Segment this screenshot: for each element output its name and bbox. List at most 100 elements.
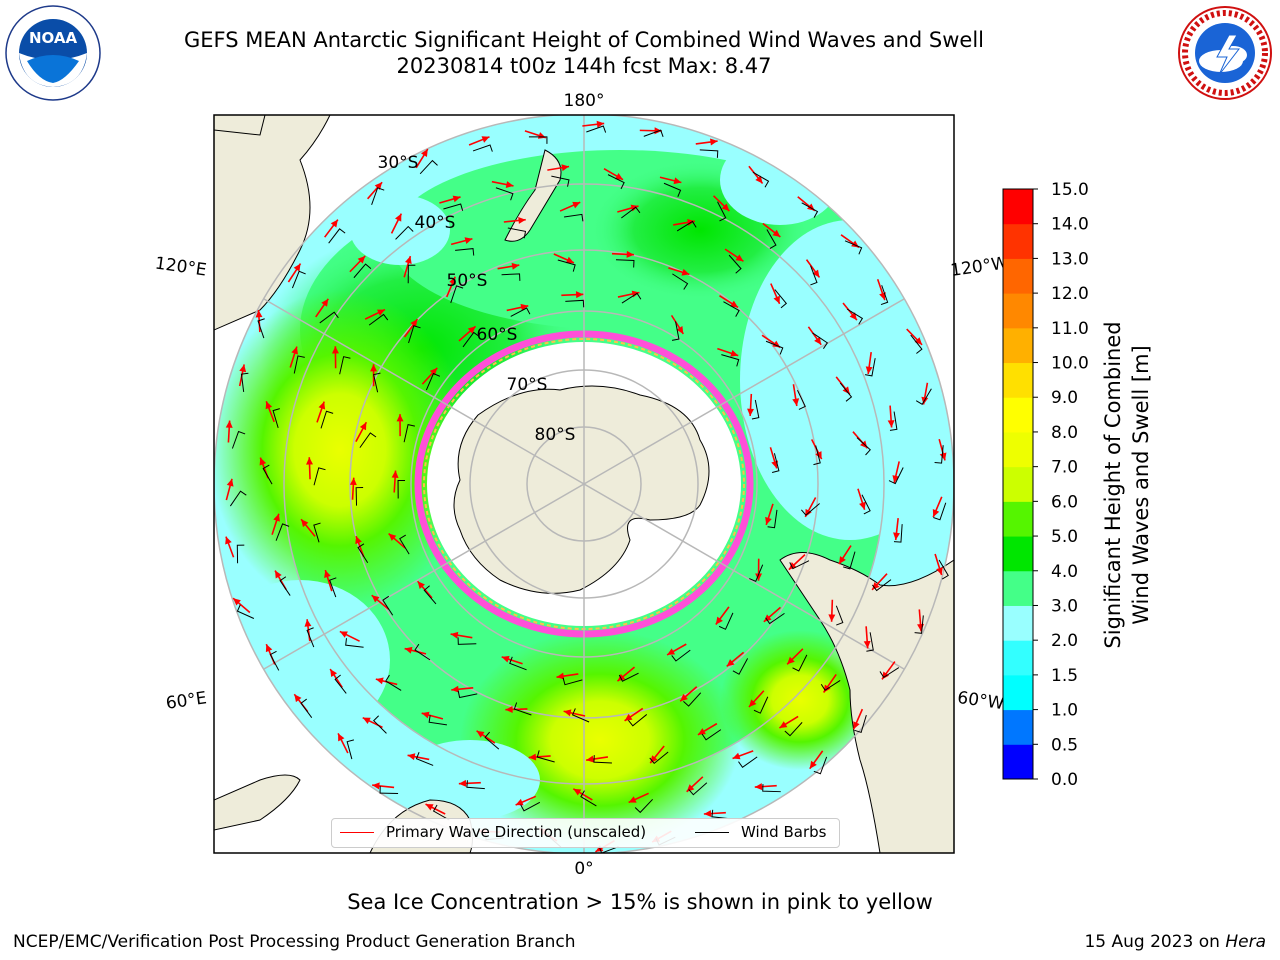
wind-barb: [293, 355, 305, 374]
wave-arrowhead: [293, 263, 301, 272]
wave-arrowhead: [371, 595, 380, 603]
wave-arrowhead: [515, 798, 524, 806]
wave-arrowhead: [294, 694, 302, 703]
wind-barb: [313, 522, 321, 543]
wave-arrowhead: [755, 573, 763, 581]
wave-arrowhead: [561, 164, 570, 172]
wave-arrowhead: [520, 303, 529, 311]
colorbar-bin: [1003, 223, 1033, 259]
wave-arrowhead: [839, 556, 846, 565]
wave-arrowhead: [339, 631, 348, 638]
colorbar-bin: [1003, 397, 1033, 433]
wind-barb: [835, 605, 844, 626]
wind-barb: [771, 453, 780, 473]
wave-arrowhead: [301, 519, 309, 528]
wind-barb: [910, 334, 923, 354]
wind-barb: [407, 264, 416, 284]
lat-label-80s: 80°S: [535, 425, 576, 445]
wind-barb: [598, 846, 619, 853]
wave-arrowhead: [680, 693, 688, 702]
wave-arrowhead: [792, 398, 800, 406]
wind-barb: [643, 129, 664, 137]
wind-barb: [300, 698, 313, 718]
wind-barb: [279, 576, 291, 596]
lat-label-40s: 40°S: [415, 213, 456, 233]
legend-wave-item: Primary Wave Direction (unscaled): [340, 823, 646, 841]
wind-barb: [699, 149, 719, 158]
chart-title: GEFS MEAN Antarctic Significant Height o…: [183, 28, 985, 52]
wave-line-swatch: [340, 832, 374, 833]
colorbar-bin: [1003, 293, 1033, 329]
lat-label-50s: 50°S: [447, 271, 488, 291]
wind-barb: [382, 595, 394, 616]
lon-label-120e: 120°E: [154, 254, 208, 281]
wave-arrowhead: [893, 532, 900, 540]
wind-barb: [385, 674, 402, 691]
wind-barb: [934, 445, 944, 464]
wave-arrowhead: [405, 256, 412, 265]
wave-arrowhead: [809, 760, 817, 769]
colorbar-bin: [1003, 744, 1033, 780]
footer-credit: NCEP/EMC/Verification Post Processing Pr…: [13, 932, 576, 952]
wind-barb: [236, 604, 255, 619]
colorbar-bin: [1003, 605, 1033, 641]
wave-arrowhead: [715, 616, 723, 625]
lon-label-60e: 60°E: [165, 688, 208, 713]
colorbar-tick-label: 9.0: [1051, 388, 1078, 408]
wave-arrowhead: [355, 536, 362, 545]
colorbar: 0.0 0.5 1.0 1.5 2.0 3.0 4.0 5.0 6.0 7.0 8.0 9.0 10.0…: [1002, 180, 1089, 790]
wind-barb: [231, 430, 246, 449]
wind-barb: [593, 755, 612, 764]
wind-barb: [399, 534, 410, 555]
wind-barb: [353, 263, 372, 279]
wave-arrowhead: [255, 310, 263, 318]
colorbar-bin: [1003, 431, 1033, 468]
wave-arrowhead: [865, 366, 873, 374]
wind-barb: [551, 175, 570, 187]
wave-arrowhead: [721, 203, 730, 212]
chart-subtitle: 20230814 t00z 144h fcst Max: 8.47: [396, 54, 772, 78]
wind-barb: [765, 340, 784, 355]
wind-barb: [346, 739, 355, 760]
wind-barb: [457, 690, 478, 699]
wind-barb: [379, 786, 399, 794]
wave-arrowhead: [772, 229, 781, 237]
wind-barb: [355, 487, 364, 506]
colorbar-bin: [1003, 189, 1033, 225]
wind-barb: [628, 714, 648, 727]
wind-barb: [562, 677, 583, 686]
wind-barb: [501, 273, 521, 281]
wave-arrowhead: [318, 401, 326, 410]
wind-barb: [462, 331, 480, 348]
wave-arrowhead: [357, 255, 366, 264]
wind-barb: [269, 650, 280, 671]
wave-arrowhead: [425, 804, 434, 811]
wave-arrowhead: [914, 337, 923, 345]
wave-arrowhead: [859, 501, 866, 510]
wind-barb: [236, 544, 245, 564]
colorbar-tick-label: 15.0: [1051, 180, 1089, 200]
wave-arrowhead: [673, 177, 682, 185]
wind-barb: [320, 410, 334, 429]
wind-barb: [510, 307, 531, 317]
wind-barb: [345, 638, 364, 648]
wind-barb: [676, 220, 697, 232]
wind-barb: [423, 585, 437, 605]
wind-barb: [329, 577, 337, 598]
wave-arrowhead: [464, 237, 473, 244]
wave-arrowhead: [330, 669, 338, 678]
wind-barb: [801, 503, 820, 516]
wind-barb: [432, 804, 450, 821]
wave-arrowhead: [417, 581, 425, 590]
wave-arrowhead: [732, 752, 741, 760]
wave-arrowhead: [596, 120, 605, 128]
wind-barb: [564, 213, 584, 222]
wind-barb: [319, 311, 339, 324]
wind-barb: [762, 784, 781, 793]
wind-barb: [513, 702, 532, 716]
wave-arrowhead: [872, 582, 880, 590]
wind-barb: [844, 240, 863, 255]
colorbar-bin: [1003, 570, 1033, 606]
wave-arrowhead: [450, 631, 459, 639]
